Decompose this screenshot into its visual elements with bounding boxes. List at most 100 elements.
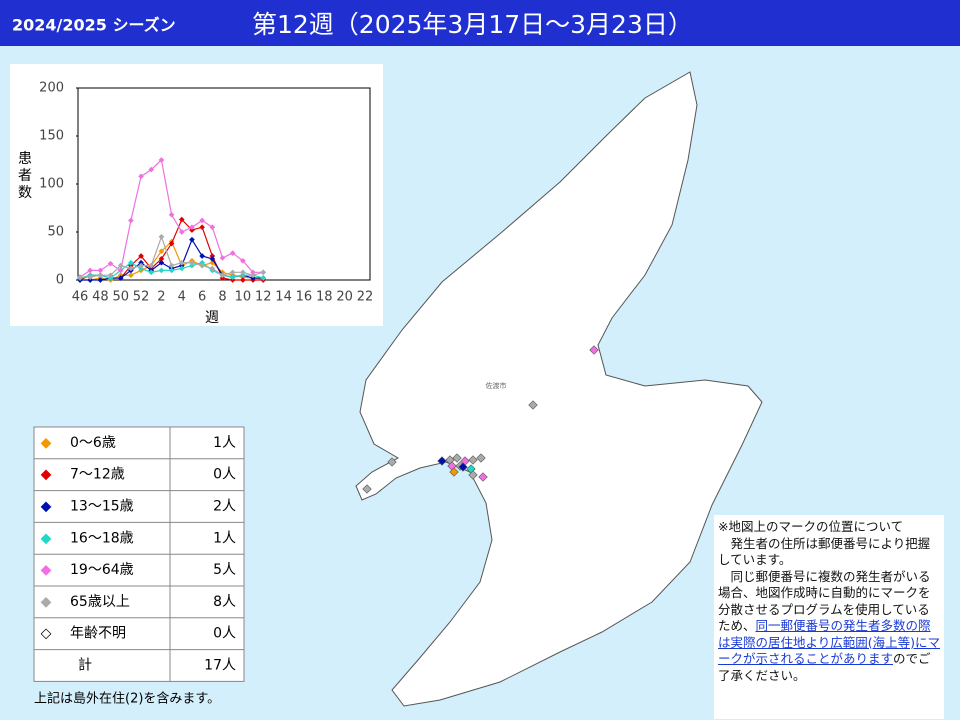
- legend-count: 0人: [213, 467, 236, 483]
- legend-label: 0～6歳: [70, 435, 116, 451]
- series-point: [168, 211, 175, 218]
- series-point: [148, 166, 155, 173]
- series-point: [107, 272, 114, 279]
- series-point: [138, 265, 144, 272]
- series-point: [250, 272, 256, 279]
- series-point: [240, 272, 246, 279]
- series-point: [128, 265, 134, 272]
- series-point: [178, 229, 185, 235]
- case-marker: [478, 472, 488, 482]
- legend-label: 16～18歳: [70, 530, 134, 546]
- series-point: [178, 262, 185, 269]
- series-point: [97, 272, 104, 279]
- legend-symbol: ◆: [41, 594, 52, 610]
- series-point: [209, 256, 216, 262]
- series-point: [219, 275, 226, 281]
- case-marker: [458, 462, 468, 472]
- x-tick-label: 16: [296, 290, 313, 305]
- series-point: [138, 253, 144, 259]
- series-point: [189, 259, 195, 266]
- series-point: [250, 275, 256, 281]
- x-tick-label: 12: [255, 290, 272, 305]
- series-point: [77, 274, 83, 280]
- map-label: 佐渡市: [486, 381, 507, 390]
- note-text: 発生者の住所は郵便番号により把握しています。: [718, 535, 931, 568]
- series-point: [128, 272, 134, 279]
- series-point: [199, 262, 205, 269]
- series-point: [107, 260, 114, 267]
- series-point: [209, 253, 216, 259]
- y-tick-label: 200: [39, 81, 64, 96]
- series-point: [158, 256, 165, 262]
- x-tick-label: 22: [357, 290, 374, 305]
- x-tick-label: 4: [178, 290, 186, 305]
- y-tick-label: 150: [39, 129, 64, 144]
- x-tick-label: 8: [218, 290, 226, 305]
- series-point: [97, 267, 104, 274]
- series-point: [229, 269, 236, 276]
- series-point: [158, 233, 165, 240]
- y-tick-label: 50: [47, 225, 64, 240]
- x-tick-label: 46: [72, 290, 89, 305]
- case-marker: [449, 467, 459, 477]
- legend-count: 8人: [213, 594, 236, 610]
- case-marker: [589, 345, 599, 355]
- series-point: [199, 253, 205, 259]
- case-marker: [452, 453, 462, 463]
- series-point: [229, 250, 236, 256]
- series-point: [158, 248, 165, 255]
- series-point: [107, 275, 114, 281]
- legend-label: 65歳以上: [70, 594, 130, 610]
- series-point: [148, 269, 155, 276]
- series-point: [189, 236, 195, 243]
- y-axis-label: 患者数: [18, 151, 32, 201]
- note-link[interactable]: 同一郵便番号の発生者多数の際は実際の居住地より広範囲(海上等)にマークが示される…: [718, 618, 941, 666]
- series-point: [168, 240, 175, 247]
- series-point: [117, 267, 124, 274]
- x-tick-label: 20: [336, 290, 353, 305]
- header-bar: [0, 0, 960, 46]
- series-point: [97, 277, 104, 283]
- series-point: [209, 224, 216, 231]
- series-point: [158, 267, 165, 274]
- series-point: [117, 275, 124, 281]
- series-point: [128, 259, 134, 266]
- series-point: [178, 265, 185, 272]
- case-marker: [468, 470, 478, 480]
- series-point: [128, 217, 134, 224]
- x-tick-label: 2: [157, 290, 165, 305]
- note-title: ※地図上のマークの位置について: [718, 519, 904, 534]
- legend-label: 13～15歳: [70, 499, 134, 515]
- legend-label: 年齢不明: [70, 626, 126, 642]
- x-axis-label: 週: [205, 310, 219, 326]
- series-point: [148, 262, 155, 269]
- island: [355, 71, 763, 707]
- legend-count: 2人: [213, 499, 236, 515]
- legend-table: ◆ 0～6歳 1人 ◆ 7～12歳 0人 ◆ 13～15歳 2人 ◆ 16～18歳 1人 ◆ 19～64歳…: [33, 426, 245, 682]
- case-marker: [362, 484, 372, 494]
- series-point: [178, 216, 185, 223]
- footnote: 上記は島外在住(2)を含みます。: [34, 691, 220, 707]
- map: 佐渡市: [355, 71, 763, 707]
- series-point: [219, 272, 226, 279]
- series-point: [117, 262, 124, 269]
- y-tick-label: 100: [39, 177, 64, 192]
- series-point: [240, 257, 246, 264]
- legend-count: 0人: [213, 626, 236, 642]
- series-point: [168, 267, 175, 274]
- legend-symbol: ◆: [41, 499, 52, 515]
- series-point: [158, 157, 165, 163]
- map-note: ※地図上のマークの位置について 発生者の住所は郵便番号により把握しています。 同…: [714, 515, 944, 719]
- series-point: [189, 224, 195, 231]
- legend-symbol: ◆: [41, 562, 52, 578]
- series-point: [158, 259, 165, 266]
- series-point: [229, 277, 236, 283]
- y-tick-label: 0: [56, 273, 64, 288]
- series-point: [260, 269, 267, 276]
- legend-symbol: ◇: [41, 626, 52, 642]
- series-point: [240, 269, 246, 276]
- note-text: 同じ郵便番号に複数の発生者がいる場合、地図作成時に自動的にマークを分散させるプロ…: [718, 568, 931, 634]
- series-point: [178, 259, 185, 266]
